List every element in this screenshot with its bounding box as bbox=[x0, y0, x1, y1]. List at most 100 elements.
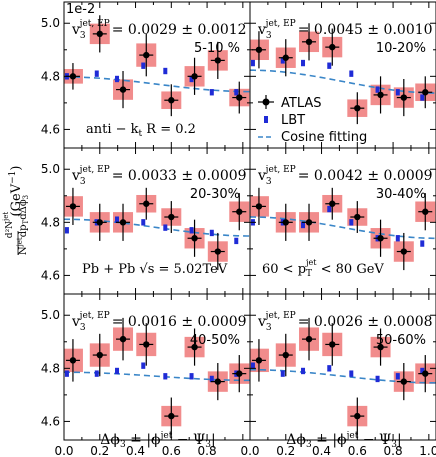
fit-curve bbox=[250, 216, 436, 240]
atlas-point bbox=[236, 208, 243, 215]
atlas-point bbox=[377, 343, 384, 351]
centrality-label: 10-20% bbox=[376, 41, 426, 56]
atlas-point bbox=[400, 378, 408, 385]
atlas-point bbox=[282, 351, 289, 359]
atlas-point bbox=[96, 219, 103, 226]
svg-text:Δϕ3 = |ϕjet − Ψ3|: Δϕ3 = |ϕjet − Ψ3| bbox=[286, 431, 401, 450]
x-tick-label: 0.0 bbox=[54, 444, 73, 457]
atlas-point bbox=[400, 248, 408, 255]
atlas-point bbox=[236, 94, 243, 101]
lbt-point bbox=[301, 221, 306, 229]
centrality-label: 20-30% bbox=[190, 187, 240, 202]
legend: ATLAS LBT Cosine fitting bbox=[258, 95, 367, 145]
svg-text:LBT: LBT bbox=[281, 113, 305, 128]
lbt-point bbox=[209, 375, 214, 383]
atlas-point bbox=[377, 91, 384, 99]
lbt-point bbox=[349, 370, 354, 377]
atlas-point bbox=[191, 235, 198, 242]
centrality-label: 40-50% bbox=[190, 333, 240, 348]
atlas-point bbox=[255, 357, 263, 364]
x-tick-label: 0.8 bbox=[384, 444, 403, 457]
atlas-point bbox=[329, 341, 336, 348]
lbt-point bbox=[141, 362, 146, 369]
atlas-point bbox=[305, 335, 313, 343]
svg-text:(GeV−1): (GeV−1) bbox=[8, 166, 24, 217]
v3-label: v3 jet, EP = 0.0029 ± 0.0012 bbox=[71, 19, 247, 41]
atlas-point bbox=[354, 412, 361, 420]
x-tick-label: 0.0 bbox=[240, 444, 259, 457]
v3-sup: jet, EP bbox=[265, 165, 296, 175]
y-tick-label: 4.8 bbox=[41, 361, 60, 375]
lbt-point bbox=[349, 219, 354, 226]
atlas-point bbox=[282, 54, 289, 61]
atlas-point bbox=[305, 219, 313, 226]
atlas-point bbox=[69, 203, 77, 210]
atlas-point bbox=[422, 370, 429, 377]
x-tick-label: 0.4 bbox=[312, 444, 331, 457]
panel-3: 4.6 4.8 5.0 v3 jet, EP = 0.0033 ± 0.0009 20-30… bbox=[41, 147, 251, 295]
v3-sup: jet, EP bbox=[79, 19, 110, 29]
atlas-point bbox=[119, 86, 127, 93]
x-tick-label: 1.0 bbox=[419, 444, 436, 457]
y-tick-label: 4.6 bbox=[41, 122, 60, 136]
centrality-label: 30-40% bbox=[376, 187, 426, 202]
x-axis-label-right: Δϕ3 = |ϕjet − Ψ3| bbox=[286, 431, 401, 450]
lbt-point bbox=[64, 370, 69, 377]
lbt-point bbox=[189, 75, 194, 83]
y-tick-label: 4.8 bbox=[41, 69, 60, 83]
v3-value: = 0.0029 ± 0.0012 bbox=[112, 22, 247, 38]
v3-symbol: v bbox=[257, 168, 266, 184]
panels: 4.64.85.0 v3jet, EP = 0.0029 ± 0.00125-10 … bbox=[41, 1, 436, 457]
atlas-point bbox=[255, 203, 263, 210]
atlas-point bbox=[400, 94, 408, 101]
atlas-point bbox=[96, 30, 103, 38]
lbt-point bbox=[395, 235, 400, 242]
lbt-point bbox=[375, 86, 380, 93]
panel-plot-area bbox=[250, 23, 436, 125]
v3-label: v3 jet, EP = 0.0045 ± 0.0010 bbox=[257, 19, 433, 41]
lbt-point bbox=[234, 89, 239, 96]
system-annotation: Pb + Pb √s = 5.02TeV bbox=[82, 262, 228, 277]
atlas-point bbox=[191, 73, 198, 80]
y-tick-label: 5.0 bbox=[41, 162, 60, 176]
v3-symbol: v bbox=[71, 314, 80, 330]
svg-text:NjetdpTdΔϕ3: NjetdpTdΔϕ3 bbox=[16, 195, 30, 255]
atlas-point bbox=[143, 51, 150, 59]
legend-lbt: LBT bbox=[264, 113, 305, 128]
lbt-point bbox=[250, 59, 255, 67]
atlas-point bbox=[168, 412, 175, 420]
y-tick-label: 4.6 bbox=[41, 414, 60, 428]
lbt-point bbox=[209, 229, 214, 237]
v3-sub: 3 bbox=[266, 31, 272, 41]
panel-plot-area bbox=[250, 317, 436, 435]
lbt-point bbox=[115, 216, 120, 223]
atlas-point bbox=[305, 38, 313, 46]
fit-curve bbox=[64, 76, 250, 93]
lbt-point bbox=[375, 375, 380, 383]
lbt-point bbox=[189, 227, 194, 234]
v3-symbol: v bbox=[71, 22, 80, 38]
atlas-point bbox=[329, 200, 336, 207]
panel-2: v3 jet, EP = 0.0045 ± 0.0010 10-20% bbox=[249, 1, 436, 149]
centrality-label: 5-10 % bbox=[194, 41, 240, 56]
lbt-point bbox=[301, 367, 306, 375]
atlas-point bbox=[377, 235, 384, 242]
lbt-point bbox=[209, 89, 214, 96]
jet-algo-annotation: anti − kt R = 0.2 bbox=[86, 122, 196, 139]
lbt-point bbox=[189, 373, 194, 380]
atlas-point bbox=[236, 370, 243, 377]
atlas-point bbox=[69, 73, 77, 80]
lbt-point bbox=[234, 237, 239, 245]
v3-sup: jet, EP bbox=[79, 311, 110, 321]
lbt-point bbox=[115, 75, 120, 83]
lbt-point bbox=[301, 59, 306, 67]
v3-label: v3 jet, EP = 0.0042 ± 0.0009 bbox=[257, 165, 433, 187]
lbt-point bbox=[395, 89, 400, 96]
v3-value: = 0.0042 ± 0.0009 bbox=[298, 168, 433, 184]
atlas-point bbox=[143, 200, 150, 207]
svg-text:d²Njet: d²Njet bbox=[2, 212, 15, 239]
lbt-point bbox=[280, 57, 285, 64]
atlas-point bbox=[329, 43, 336, 51]
y-axis-label: d²Njet NjetdpTdΔϕ3 (GeV−1) bbox=[2, 166, 30, 256]
